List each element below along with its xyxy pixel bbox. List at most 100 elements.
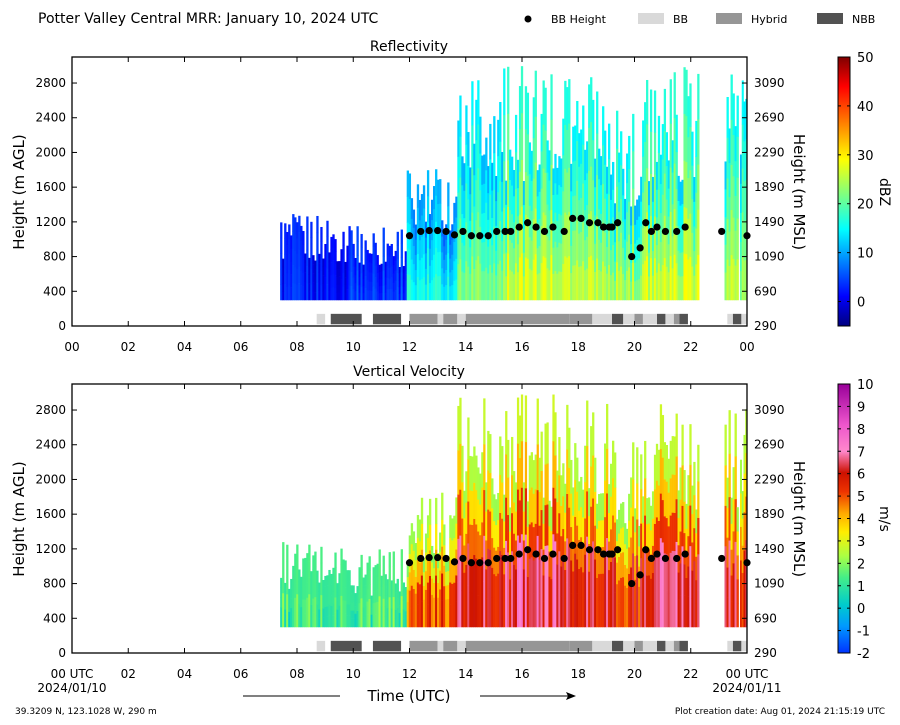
echo-cell <box>449 537 452 561</box>
echo-cell <box>376 282 379 292</box>
echo-cell <box>638 525 641 547</box>
echo-cell <box>626 270 629 301</box>
echo-cell <box>743 180 746 221</box>
echo-cell <box>286 561 289 578</box>
echo-cell <box>653 216 657 259</box>
echo-cell <box>358 262 361 271</box>
echo-cell <box>524 534 528 581</box>
echo-cell <box>374 242 377 255</box>
echo-cell <box>308 610 311 628</box>
echo-cell <box>574 516 577 554</box>
reflectivity-colorbar-label: dBZ <box>876 178 892 206</box>
echo-cell <box>428 214 432 232</box>
echo-cell <box>536 248 539 275</box>
echo-cell <box>430 545 434 563</box>
echo-cell <box>298 215 301 233</box>
echo-cell <box>441 252 444 269</box>
echo-cell <box>437 179 440 205</box>
echo-cell <box>620 528 623 554</box>
echo-cell <box>435 575 438 602</box>
echo-cell <box>469 592 472 628</box>
echo-cell <box>320 562 323 580</box>
echo-cell <box>636 219 639 241</box>
echo-cell <box>592 455 595 499</box>
echo-cell <box>471 124 474 170</box>
echo-cell <box>624 219 627 240</box>
echo-cell <box>340 279 343 291</box>
echo-cell <box>634 579 637 604</box>
echo-cell <box>743 434 746 474</box>
legend-bb-swatch <box>638 13 664 24</box>
echo-cell <box>308 577 311 595</box>
echo-cell <box>522 204 526 229</box>
echo-cell <box>651 226 655 252</box>
echo-cell <box>461 242 464 272</box>
echo-cell <box>332 615 335 628</box>
echo-cell <box>697 590 700 628</box>
echo-cell <box>665 517 668 555</box>
echo-cell <box>644 515 647 553</box>
echo-cell <box>306 266 309 284</box>
echo-cell <box>426 274 430 301</box>
echo-cell <box>697 517 700 555</box>
echo-cell <box>483 581 486 628</box>
echo-cell <box>471 456 474 491</box>
echo-cell <box>348 570 351 582</box>
echo-cell <box>522 482 526 512</box>
echo-cell <box>318 582 321 592</box>
echo-cell <box>479 596 482 628</box>
echo-cell <box>471 81 474 126</box>
echo-cell <box>618 152 621 183</box>
echo-cell <box>352 602 355 611</box>
echo-cell <box>655 517 659 555</box>
echo-cell <box>362 607 365 618</box>
legend-nbb-swatch <box>817 13 843 24</box>
bb-height-point <box>661 227 670 236</box>
bb-type-hybrid-bar <box>465 313 570 325</box>
echo-cell <box>501 518 504 555</box>
echo-cell <box>730 164 733 211</box>
echo-cell <box>324 277 327 290</box>
echo-cell <box>513 471 516 503</box>
echo-cell <box>408 198 412 225</box>
echo-cell <box>459 95 462 137</box>
echo-cell <box>449 582 452 605</box>
echo-cell <box>570 493 573 528</box>
echo-cell <box>734 126 737 162</box>
echo-cell <box>532 178 535 220</box>
echo-cell <box>501 270 504 301</box>
echo-cell <box>457 450 460 495</box>
echo-cell <box>743 260 746 301</box>
echo-cell <box>471 256 474 301</box>
echo-cell <box>426 604 430 628</box>
echo-cell <box>320 226 323 242</box>
echo-cell <box>685 115 688 163</box>
echo-cell <box>461 482 464 519</box>
echo-cell <box>479 473 482 505</box>
bb-height-point <box>459 227 467 236</box>
echo-cell <box>648 549 651 576</box>
echo-cell <box>628 520 631 548</box>
bb-type-hybrid-bar <box>569 640 593 652</box>
echo-cell <box>318 600 321 610</box>
echo-cell <box>572 571 575 600</box>
echo-cell <box>394 290 397 301</box>
echo-cell <box>580 163 583 198</box>
echo-cell <box>685 503 688 529</box>
echo-cell <box>499 141 502 182</box>
echo-cell <box>445 599 448 614</box>
echo-cell <box>572 515 575 544</box>
echo-cell <box>302 258 305 273</box>
echo-cell <box>663 257 667 301</box>
echo-cell <box>326 616 329 628</box>
echo-cell <box>286 610 289 628</box>
bb-height-point <box>681 223 689 231</box>
echo-cell <box>544 172 547 216</box>
echo-cell <box>457 264 460 301</box>
echo-cell <box>366 614 369 628</box>
bb-height-point <box>647 554 655 563</box>
echo-cell <box>683 253 686 301</box>
echo-cell <box>649 215 653 259</box>
echo-cell <box>485 540 488 570</box>
